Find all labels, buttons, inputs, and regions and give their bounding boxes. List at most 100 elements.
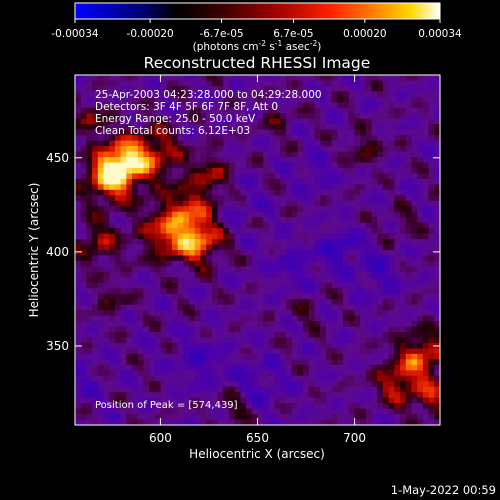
heatmap-cell — [360, 173, 367, 180]
heatmap-cell — [149, 266, 156, 273]
heatmap-cell — [132, 162, 139, 169]
heatmap-cell — [314, 332, 321, 338]
heatmap-cell — [97, 173, 104, 180]
heatmap-cell — [92, 222, 99, 229]
heatmap-cell — [320, 96, 327, 103]
heatmap-cell — [405, 162, 412, 169]
heatmap-cell — [109, 403, 116, 409]
heatmap-cell — [189, 75, 196, 81]
heatmap-cell — [263, 260, 270, 267]
heatmap-cell — [234, 162, 241, 169]
heatmap-cell — [228, 228, 236, 234]
heatmap-cell — [228, 135, 236, 142]
heatmap-cell — [348, 75, 355, 81]
heatmap-cell — [411, 200, 418, 207]
heatmap-cell — [246, 293, 253, 300]
heatmap-cell — [86, 414, 93, 420]
heatmap-cell — [405, 381, 412, 388]
heatmap-cell — [120, 277, 127, 284]
heatmap-cell — [154, 195, 161, 202]
heatmap-cell — [291, 129, 298, 136]
heatmap-cell — [126, 255, 133, 262]
heatmap-cell — [194, 403, 201, 409]
heatmap-cell — [405, 403, 412, 409]
heatmap-cell — [75, 124, 82, 131]
heatmap-cell — [371, 206, 378, 213]
heatmap-cell — [354, 288, 361, 295]
heatmap-cell — [434, 348, 441, 355]
heatmap-cell — [126, 310, 133, 317]
heatmap-cell — [417, 80, 424, 87]
heatmap-cell — [382, 91, 390, 98]
heatmap-cell — [434, 414, 441, 420]
heatmap-cell — [325, 244, 333, 251]
heatmap-cell — [200, 96, 207, 103]
heatmap-cell — [171, 211, 179, 218]
heatmap-cell — [160, 195, 167, 202]
heatmap-cell — [97, 162, 104, 169]
heatmap-cell — [149, 282, 156, 289]
heatmap-cell — [92, 397, 99, 404]
heatmap-cell — [280, 353, 287, 360]
heatmap-cell — [354, 419, 361, 426]
heatmap-cell — [160, 260, 167, 267]
heatmap-cell — [80, 397, 87, 404]
heatmap-cell — [394, 80, 401, 87]
heatmap-cell — [303, 211, 310, 218]
heatmap-cell — [86, 200, 93, 207]
heatmap-cell — [228, 140, 236, 147]
heatmap-cell — [132, 359, 139, 366]
heatmap-cell — [343, 140, 350, 147]
heatmap-cell — [103, 342, 110, 349]
heatmap-cell — [411, 151, 418, 158]
heatmap-cell — [228, 392, 236, 399]
heatmap-cell — [365, 326, 372, 333]
heatmap-cell — [320, 288, 327, 295]
heatmap-cell — [308, 348, 315, 355]
heatmap-cell — [171, 233, 179, 240]
heatmap-cell — [354, 315, 361, 322]
heatmap-cell — [183, 364, 190, 371]
heatmap-cell — [314, 239, 321, 245]
heatmap-cell — [434, 195, 441, 202]
heatmap-cell — [297, 255, 304, 262]
heatmap-cell — [143, 173, 150, 180]
heatmap-cell — [371, 129, 378, 136]
heatmap-cell — [92, 75, 99, 81]
heatmap-cell — [297, 348, 304, 355]
heatmap-cell — [160, 162, 167, 169]
heatmap-cell — [206, 113, 213, 120]
heatmap-cell — [109, 315, 116, 322]
heatmap-cell — [417, 244, 424, 251]
heatmap-cell — [411, 326, 418, 333]
heatmap-cell — [291, 299, 298, 306]
heatmap-cell — [217, 359, 224, 366]
heatmap-cell — [274, 96, 281, 103]
heatmap-cell — [428, 167, 435, 174]
heatmap-cell — [268, 353, 276, 360]
heatmap-cell — [291, 200, 298, 207]
heatmap-cell — [377, 386, 384, 393]
heatmap-cell — [228, 200, 236, 207]
heatmap-cell — [120, 364, 127, 371]
heatmap-cell — [246, 217, 253, 224]
heatmap-cell — [92, 299, 99, 306]
heatmap-cell — [303, 184, 310, 191]
heatmap-cell — [371, 217, 378, 224]
heatmap-cell — [314, 102, 321, 109]
heatmap-cell — [371, 157, 378, 163]
heatmap-cell — [206, 189, 213, 196]
heatmap-cell — [97, 75, 104, 81]
heatmap-cell — [411, 277, 418, 284]
heatmap-cell — [194, 293, 201, 300]
heatmap-cell — [422, 359, 429, 366]
heatmap-cell — [143, 244, 150, 251]
heatmap-cell — [377, 381, 384, 388]
heatmap-cell — [154, 414, 161, 420]
heatmap-cell — [268, 167, 276, 174]
heatmap-cell — [200, 419, 207, 426]
heatmap-cell — [394, 228, 401, 234]
heatmap-cell — [103, 80, 110, 87]
heatmap-cell — [114, 96, 122, 103]
heatmap-cell — [171, 326, 179, 333]
